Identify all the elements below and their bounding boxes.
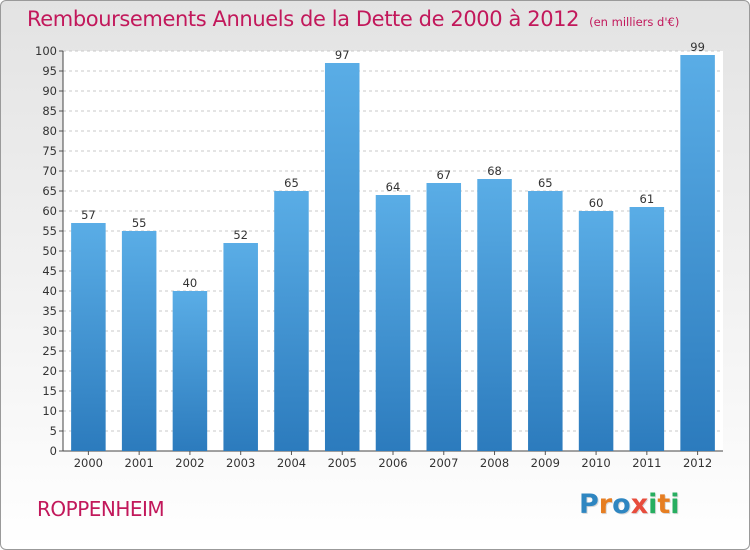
y-tick-label: 55 [42,224,57,238]
logo-letter: o [612,489,631,520]
x-tick-label: 2006 [378,456,407,470]
logo-letter: i [648,489,658,520]
bar [528,191,563,451]
x-tick-label: 2007 [429,456,458,470]
x-tick-label: 2002 [175,456,204,470]
bar [274,191,309,451]
y-tick-label: 10 [42,404,57,418]
bar [477,179,512,451]
bar-value-label: 99 [690,40,705,54]
y-tick-label: 85 [42,104,57,118]
y-tick-label: 20 [42,364,57,378]
bar [578,211,614,451]
y-tick-label: 35 [42,304,57,318]
y-tick-label: 60 [42,204,57,218]
bar [223,243,258,451]
commune-name: ROPPENHEIM [37,497,165,521]
bar-value-label: 55 [132,216,147,230]
x-tick-label: 2009 [531,456,560,470]
bar-value-label: 57 [81,208,96,222]
y-tick-label: 65 [42,184,57,198]
logo-letter: P [579,489,599,520]
x-tick-label: 2003 [226,456,255,470]
y-tick-label: 90 [42,84,57,98]
y-tick-label: 70 [42,164,57,178]
y-tick-label: 80 [42,124,57,138]
bar-value-label: 52 [233,228,248,242]
y-tick-label: 45 [42,264,57,278]
bar-value-label: 40 [183,276,198,290]
chart-header: Remboursements Annuels de la Dette de 20… [27,7,679,31]
bar-value-label: 97 [335,48,350,62]
bar [680,55,715,451]
bar [324,63,360,451]
chart-subtitle: (en milliers d'€) [589,15,680,29]
bar-value-label: 64 [386,180,401,194]
y-tick-label: 75 [42,144,57,158]
bar-value-label: 65 [538,176,553,190]
proxiti-logo: Proxiti [579,489,680,520]
x-tick-label: 2001 [125,456,154,470]
bar [172,291,208,451]
bar [71,223,106,451]
bar [426,183,462,451]
y-tick-label: 100 [35,44,57,58]
logo-letter: r [598,489,613,520]
x-tick-label: 2012 [683,456,712,470]
y-tick-label: 0 [50,444,57,458]
bar-value-label: 65 [284,176,299,190]
y-tick-label: 30 [42,324,57,338]
x-tick-label: 2000 [74,456,103,470]
bar-value-label: 60 [589,196,604,210]
x-tick-label: 2005 [328,456,357,470]
logo-letter: x [630,489,649,520]
y-tick-label: 15 [42,384,57,398]
logo-letter: t [657,489,671,520]
x-tick-label: 2010 [581,456,610,470]
x-tick-label: 2008 [480,456,509,470]
x-tick-label: 2004 [277,456,306,470]
bar [629,207,665,451]
bar [121,231,157,451]
logo-letter: i [670,489,680,520]
y-tick-label: 50 [42,244,57,258]
bar [375,195,411,451]
y-tick-label: 95 [42,64,57,78]
y-tick-label: 40 [42,284,57,298]
bar-value-label: 68 [487,164,502,178]
chart-title: Remboursements Annuels de la Dette de 20… [27,7,580,31]
x-tick-label: 2011 [632,456,661,470]
y-tick-label: 25 [42,344,57,358]
y-tick-label: 5 [50,424,57,438]
bar-value-label: 67 [436,168,451,182]
bar-value-label: 61 [640,192,655,206]
